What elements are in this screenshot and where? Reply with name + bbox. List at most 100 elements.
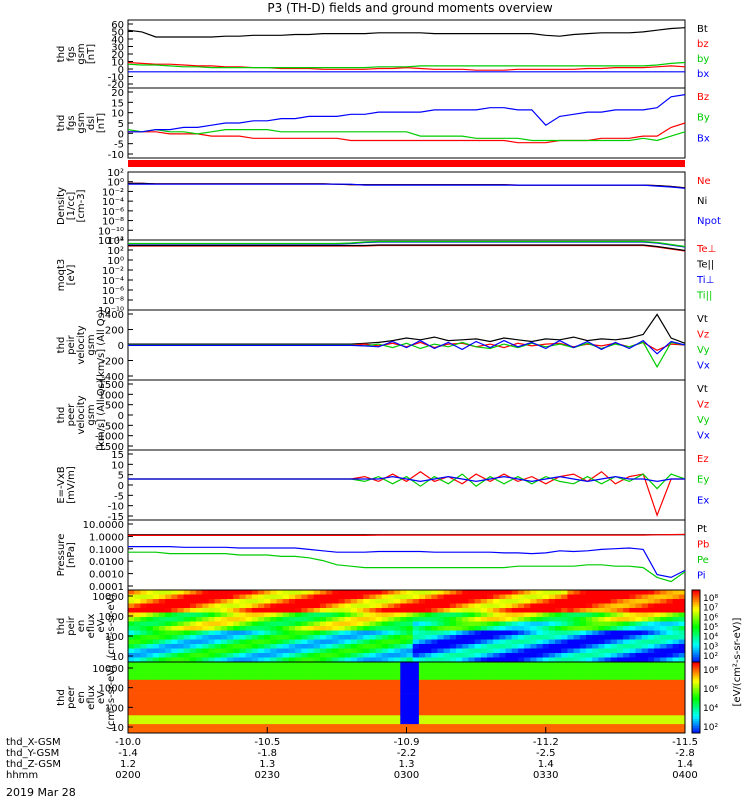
spectrogram-cell [282,639,290,645]
spectrogram-cell [295,679,302,685]
spectrogram-cell [456,697,463,703]
spectrogram-cell [165,666,172,672]
spectrogram-cell [189,590,197,595]
spectrogram-cell [400,648,407,654]
spectrogram-cell [344,719,352,725]
spectrogram-cell [239,679,246,685]
spectrogram-cell [623,635,630,640]
spectrogram-cell [517,617,525,622]
spectrogram-cell [499,635,506,640]
spectrogram-cell [264,639,271,645]
spectrogram-cell [567,603,574,609]
spectrogram-cell [301,701,308,707]
spectrogram-cell [276,644,284,649]
spectrogram-cell [177,657,185,663]
spectrogram-cell [542,679,550,685]
spectrogram-cell [567,626,574,631]
spectrogram-cell [629,594,636,600]
spectrogram-cell [536,675,544,681]
spectrogram-cell [480,662,488,667]
spectrogram-cell [443,693,451,698]
spectrogram-cell [672,621,680,627]
spectrogram-cell [666,688,673,694]
spectrogram-cell [295,693,302,698]
spectrogram-cell [480,688,488,694]
spectrogram-cell [146,612,154,618]
spectrogram-cell [332,693,339,698]
spectrogram-cell [431,719,438,725]
colorbar-frame [691,661,701,734]
spectrogram-cell [462,670,469,676]
spectrogram-cell [381,706,389,712]
y-axis-label: [km/s] (All Qs) [96,379,107,451]
spectrogram-cell [505,662,513,667]
spectrogram-cell [245,630,253,636]
colorbar-segment [692,654,700,658]
spectrogram-cell [480,644,488,649]
spectrogram-cell [579,719,587,725]
spectrogram-cell [196,684,203,689]
spectrogram-cell [158,670,166,676]
spectrogram-cell [493,639,500,645]
spectrogram-cell [394,706,401,712]
spectrogram-cell [678,621,686,627]
spectrogram-cell [561,617,568,622]
spectrogram-cell [468,688,475,694]
spectrogram-cell [394,679,401,685]
spectrogram-cell [629,684,636,689]
y-axis-label: en [76,620,87,633]
legend-entry: Pe [697,555,709,566]
spectrogram-cell [387,594,395,600]
spectrogram-cell [233,724,240,729]
spectrogram-cell [586,701,593,707]
spectrogram-cell [517,675,525,681]
spectrogram-cell [313,693,321,698]
spectrogram-cell [369,590,376,595]
spectrogram-cell [406,657,414,663]
spectrogram-cell [592,612,599,618]
legend-entry: Pi [697,571,706,582]
spectrogram-cell [282,670,290,676]
spectrogram-cell [369,701,376,707]
spectrogram-cell [146,648,154,654]
spectrogram-cell [350,715,358,721]
spectrogram-cell [635,728,643,734]
spectrogram-cell [425,612,432,618]
spectrogram-cell [635,644,643,649]
spectrogram-cell [672,644,680,649]
spectrogram-cell [140,684,147,689]
colorbar-segment [692,678,700,682]
spectrogram-cell [493,617,500,622]
y-tick-label: 10000 [92,664,124,675]
spectrogram-cell [239,724,246,729]
y-tick-label: 10⁴ [107,236,124,247]
spectrogram-cell [276,603,284,609]
spectrogram-cell [586,706,593,712]
spectrogram-cell [381,626,389,631]
spectrogram-cell [165,706,172,712]
spectrogram-cell [412,603,420,609]
spectrogram-cell [666,630,673,636]
spectrogram-cell [295,670,302,676]
spectrogram-cell [641,612,649,618]
spectrogram-cell [357,608,364,613]
spectrogram-cell [666,603,673,609]
spectrogram-cell [128,728,135,734]
spectrogram-cell [233,719,240,725]
spectrogram-cell [295,648,302,654]
spectrogram-cell [158,635,166,640]
spectrogram-cell [375,644,383,649]
spectrogram-cell [548,675,556,681]
spectrogram-cell [301,635,308,640]
spectrogram-cell [344,715,352,721]
spectrogram-cell [443,621,451,627]
spectrogram-cell [443,630,451,636]
spectrogram-cell [511,639,519,645]
colorbar-segment [692,594,700,598]
series-line-Bt [127,27,686,38]
spectrogram-cell [270,684,277,689]
spectrogram-cell [579,657,587,663]
spectrogram-cell [313,724,321,729]
spectrogram-cell [326,621,333,627]
